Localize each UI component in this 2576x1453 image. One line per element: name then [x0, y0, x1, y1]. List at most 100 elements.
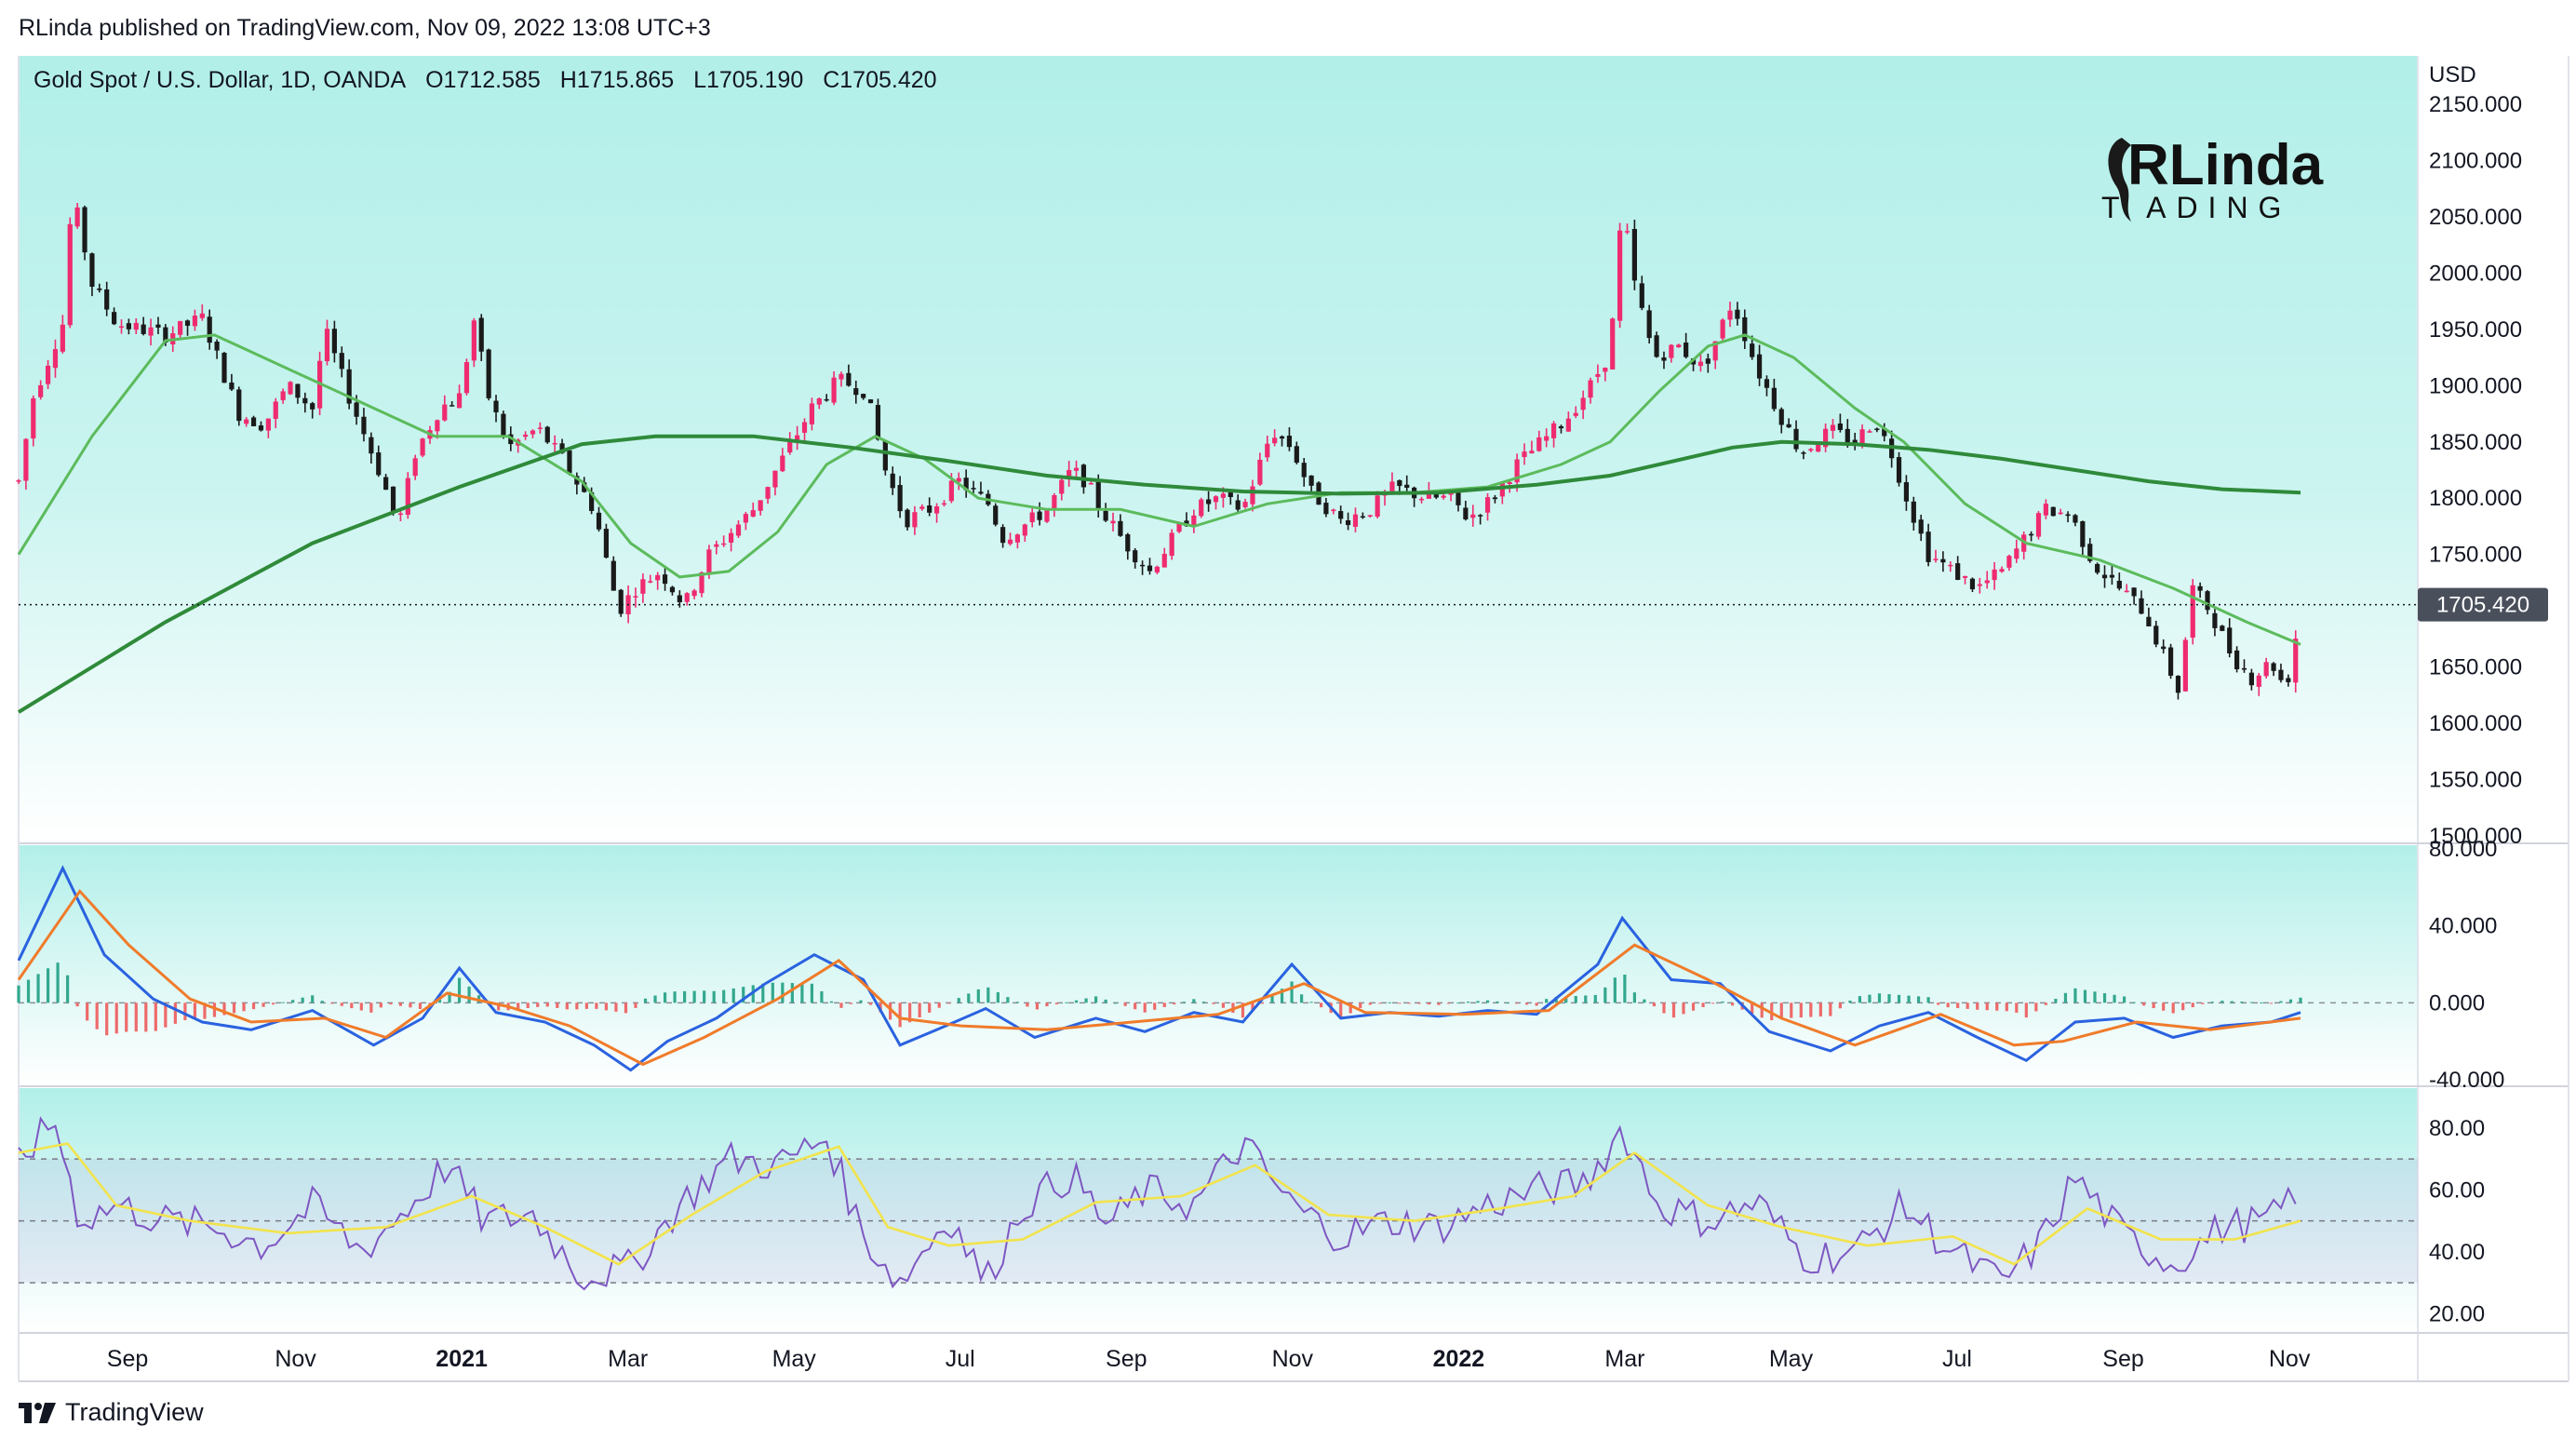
candle-body — [522, 434, 529, 437]
price-candle — [1360, 512, 1365, 519]
price-candle — [97, 283, 102, 293]
candle-body — [435, 420, 440, 432]
candle-body — [1984, 580, 1990, 584]
price-candle — [339, 346, 344, 378]
time-axis-tick: Mar — [1604, 1346, 1644, 1372]
candle-body — [589, 491, 595, 511]
macd-histogram-bar — [2034, 1002, 2038, 1012]
candle-body — [1925, 531, 1931, 562]
candle-body — [1631, 229, 1637, 281]
price-candle — [2278, 663, 2284, 683]
candle-body — [816, 398, 822, 405]
candle-body — [714, 544, 719, 547]
macd-histogram-bar — [1026, 1002, 1029, 1007]
candle-body — [1845, 428, 1850, 443]
price-candle — [1661, 351, 1667, 370]
candle-body — [60, 324, 65, 352]
candle-body — [1771, 387, 1777, 410]
price-candle — [1911, 496, 1916, 531]
symbol-title[interactable]: Gold Spot / U.S. Dollar, 1D, OANDA — [34, 67, 407, 93]
price-candle — [2073, 514, 2078, 527]
candle-body — [420, 438, 425, 456]
price-candle — [2234, 646, 2240, 673]
price-candle — [420, 437, 425, 458]
price-candle — [1617, 222, 1623, 329]
candle-body — [1903, 482, 1910, 502]
macd-histogram-bar — [2181, 1002, 2185, 1011]
candle-body — [728, 532, 734, 543]
price-candle — [2241, 659, 2247, 673]
candle-body — [2205, 591, 2210, 611]
price-candle — [2058, 508, 2063, 516]
macd-histogram-bar — [1378, 1002, 1382, 1004]
price-axis-tick: 2150.000 — [2429, 92, 2522, 117]
macd-histogram-bar — [928, 1002, 932, 1013]
macd-histogram-bar — [996, 991, 1000, 1003]
candle-body — [89, 253, 95, 288]
price-candle — [1801, 451, 1806, 460]
candle-body — [2014, 548, 2019, 559]
candle-body — [1250, 486, 1255, 505]
macd-histogram-bar — [742, 987, 745, 1003]
time-axis-tick: Jul — [1942, 1346, 1972, 1372]
candle-body — [2263, 662, 2269, 677]
candle-body — [493, 400, 499, 413]
candle-body — [1389, 481, 1395, 493]
price-candle — [1727, 302, 1733, 328]
candle-body — [948, 480, 954, 502]
macd-histogram-bar — [1251, 1002, 1254, 1011]
candle-body — [2035, 513, 2042, 537]
candle-body — [1808, 449, 1814, 451]
candle-body — [376, 452, 382, 476]
candle-body — [1617, 230, 1623, 321]
price-candle — [1110, 512, 1116, 531]
candle-body — [1742, 316, 1748, 342]
price-candle — [1484, 492, 1491, 521]
candle-body — [633, 596, 638, 598]
symbol-legend[interactable]: Gold Spot / U.S. Dollar, 1D, OANDA O1712… — [34, 67, 950, 94]
tradingview-footer[interactable]: TradingView — [19, 1398, 204, 1427]
price-candle — [442, 395, 448, 422]
candle-body — [1279, 436, 1285, 439]
macd-histogram-bar — [2093, 991, 2097, 1003]
candle-body — [706, 549, 712, 574]
price-candle — [1756, 344, 1763, 386]
tradingview-logo-icon — [19, 1402, 56, 1423]
price-candle — [956, 472, 961, 491]
price-candle — [1786, 418, 1791, 428]
macd-histogram-bar — [908, 1002, 912, 1023]
macd-histogram-bar — [898, 1002, 902, 1028]
macd-axis-tick: 0.000 — [2429, 990, 2485, 1016]
price-candle — [214, 339, 220, 359]
price-candle — [60, 315, 65, 354]
candle-body — [927, 505, 932, 513]
price-candle — [1969, 577, 1976, 593]
candle-body — [1265, 443, 1270, 458]
price-candle — [1022, 523, 1027, 543]
macd-histogram-bar — [584, 1002, 588, 1009]
candle-body — [118, 326, 125, 328]
macd-histogram-bar — [1907, 995, 1911, 1003]
price-candle — [750, 502, 756, 518]
candle-body — [1830, 424, 1836, 431]
price-candle — [787, 432, 793, 455]
price-candle — [1492, 494, 1498, 504]
candle-body — [956, 478, 961, 482]
candle-body — [2058, 512, 2063, 515]
macd-histogram-bar — [1603, 987, 1607, 1003]
tradingview-label[interactable]: TradingView — [65, 1398, 204, 1426]
macd-histogram-bar — [1143, 1002, 1147, 1013]
candle-body — [331, 329, 337, 354]
candle-body — [1646, 310, 1652, 339]
candle-body — [772, 470, 778, 488]
candle-body — [2043, 504, 2048, 516]
candle-body — [221, 353, 227, 383]
candle-body — [1044, 509, 1050, 522]
price-candle — [2014, 539, 2019, 563]
macd-histogram-bar — [1260, 1002, 1265, 1004]
candle-body — [2248, 672, 2254, 686]
price-candle — [1499, 481, 1505, 505]
candle-body — [1433, 491, 1439, 498]
macd-histogram-bar — [457, 977, 462, 1003]
